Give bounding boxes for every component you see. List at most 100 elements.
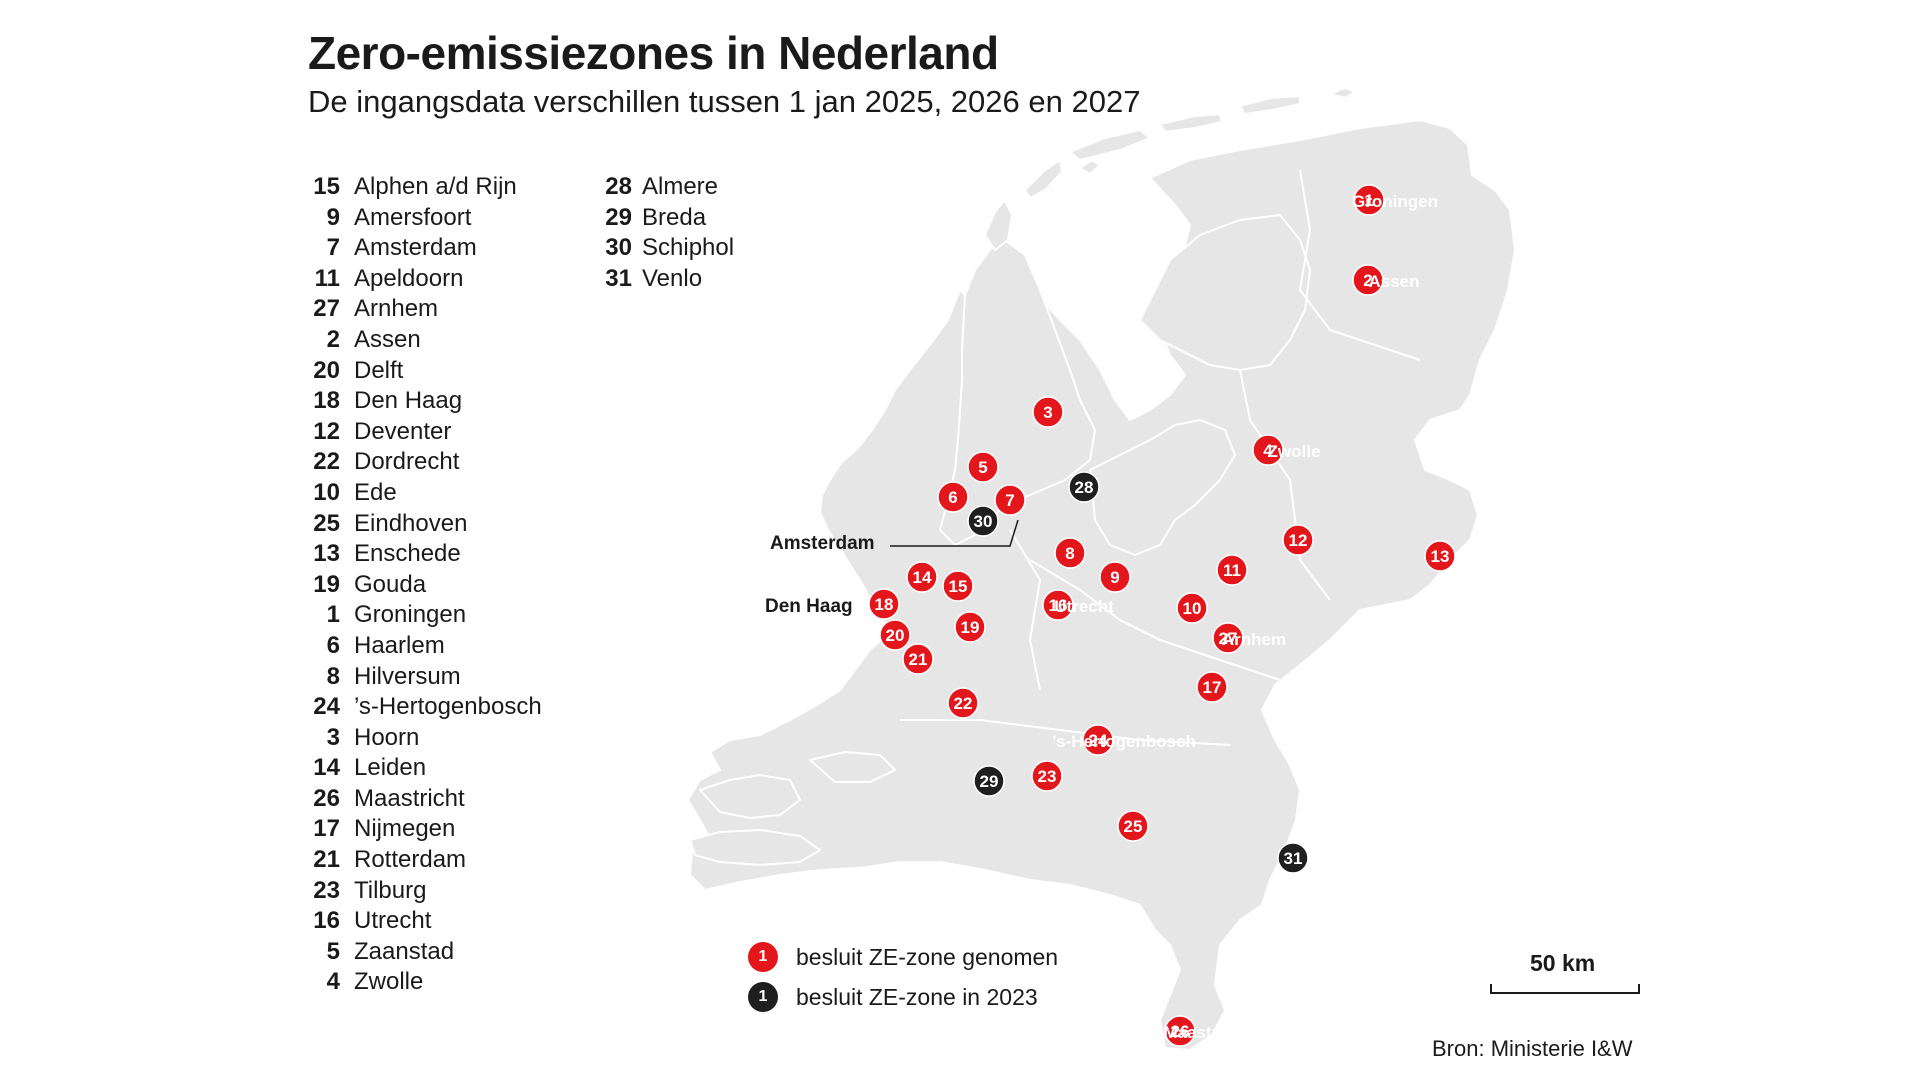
legend-item-number: 5	[326, 937, 340, 965]
zone-marker-circle	[868, 588, 900, 620]
zone-marker-15: 15	[942, 570, 974, 602]
zone-marker-circle	[1032, 396, 1064, 428]
zone-marker-circle	[1042, 589, 1074, 621]
legend-item-city: Den Haag	[354, 387, 463, 415]
legend-item-number: 11	[314, 264, 340, 292]
legend-item: 7 Amsterdam	[300, 233, 542, 264]
legend-item-number: 3	[326, 723, 340, 751]
zone-marker-circle	[1031, 760, 1063, 792]
zone-marker-number: 18	[875, 595, 894, 614]
zone-marker-31: 31	[1277, 842, 1309, 874]
zone-marker-circle	[947, 687, 979, 719]
zone-marker-number: 13	[1431, 547, 1450, 566]
legend-item: 6 Haarlem	[300, 631, 542, 662]
legend-item-number: 14	[313, 754, 340, 782]
zone-marker-number: 7	[1005, 491, 1014, 510]
legend-item-number: 6	[326, 631, 340, 659]
zone-marker-29: 29	[973, 765, 1005, 797]
zone-marker-number: 25	[1124, 817, 1143, 836]
zone-marker-circle	[1054, 537, 1086, 569]
zone-marker-number: 14	[913, 568, 932, 587]
legend-item-number: 22	[313, 448, 340, 476]
legend-item-number: 25	[313, 509, 340, 537]
zeeland-island-1	[699, 774, 801, 819]
zone-marker-circle	[1068, 471, 1100, 503]
zeeland-island-2	[689, 829, 821, 866]
zone-marker-circle	[1164, 1015, 1196, 1047]
zone-marker-circle	[1216, 554, 1248, 586]
legend-item: 25 Eindhoven	[300, 509, 542, 540]
legend-item: 13 Enschede	[300, 539, 542, 570]
zone-marker-city-label: Groningen	[1352, 192, 1438, 211]
legend-item: 23 Tilburg	[300, 876, 542, 907]
legend-item-city: Zwolle	[354, 968, 424, 996]
map-title: Zero-emissiezones in Nederland	[308, 27, 999, 79]
zone-marker-circle	[1282, 524, 1314, 556]
legend-item: 26 Maastricht	[300, 784, 542, 815]
legend-item: 28 Almere	[594, 172, 734, 203]
zone-marker-city-label: Arnhem	[1222, 630, 1286, 649]
key-black-label: besluit ZE-zone in 2023	[796, 983, 1038, 1010]
legend-item-number: 29	[605, 203, 632, 231]
zone-marker-number: 24	[1089, 731, 1108, 750]
legend-item-city: Delft	[354, 356, 404, 384]
legend-item: 8 Hilversum	[300, 662, 542, 693]
zone-marker-number: 5	[978, 458, 987, 477]
legend-item-number: 8	[326, 662, 340, 690]
legend-item-number: 17	[313, 815, 340, 843]
zone-marker-13: 13	[1424, 540, 1456, 572]
wadden-ameland	[1159, 113, 1223, 133]
legend-item-number: 18	[313, 387, 340, 415]
zone-marker-circle	[1196, 671, 1228, 703]
legend-item-city: Hoorn	[354, 723, 420, 751]
label-amsterdam: Amsterdam	[770, 533, 875, 554]
zone-marker-number: 19	[961, 618, 980, 637]
legend-item-city: Tilburg	[354, 876, 427, 904]
wadden-small	[1079, 159, 1101, 175]
key-decision-taken: 1 besluit ZE-zone genomen	[748, 942, 1058, 972]
amsterdam-leader-line	[890, 519, 1019, 547]
zone-marker-number: 15	[949, 577, 968, 596]
legend-item: 3 Hoorn	[300, 723, 542, 754]
zone-marker-number: 8	[1065, 544, 1074, 563]
wadden-schiermonnikoog	[1239, 95, 1301, 115]
zone-marker-number: 26	[1171, 1022, 1190, 1041]
zone-marker-circle	[1099, 561, 1131, 593]
legend-item: 31 Venlo	[594, 264, 734, 295]
legend-item-city: Alphen a/d Rijn	[354, 173, 517, 200]
zone-marker-circle	[1176, 592, 1208, 624]
zone-marker-city-label: Zwolle	[1268, 442, 1321, 461]
legend-item: 12 Deventer	[300, 417, 542, 448]
legend-item-city: Amersfoort	[354, 203, 472, 231]
zone-marker-number: 23	[1038, 767, 1057, 786]
legend-item-city: Schiphol	[642, 234, 735, 262]
zone-marker-number: 30	[974, 512, 993, 531]
legend-item: 2 Assen	[300, 325, 542, 356]
legend-item: 10 Ede	[300, 478, 542, 509]
legend-item-number: 16	[313, 907, 340, 935]
zone-marker-number: 17	[1203, 678, 1222, 697]
zone-marker-number: 20	[886, 626, 905, 645]
zone-marker-circle	[973, 765, 1005, 797]
legend-item-city: Gouda	[354, 570, 427, 598]
legend-item: 20 Delft	[300, 356, 542, 387]
legend-item-number: 28	[605, 173, 632, 200]
legend-item-city: Venlo	[642, 264, 703, 292]
legend-item: 9 Amersfoort	[300, 203, 542, 234]
zone-marker-number: 31	[1284, 849, 1303, 868]
legend-item-city: Arnhem	[354, 295, 439, 323]
legend-item-city: Utrecht	[354, 907, 432, 935]
border-line	[900, 719, 1231, 746]
zone-marker-11: 11	[1216, 554, 1248, 586]
wadden-rottumeroog	[1329, 87, 1356, 99]
zone-marker-9: 9	[1099, 561, 1131, 593]
zone-marker-circle	[1252, 434, 1284, 466]
legend-item-number: 19	[313, 570, 340, 598]
zone-marker-circle	[1353, 184, 1385, 216]
legend-item-number: 15	[313, 173, 340, 200]
zone-marker-circle	[942, 570, 974, 602]
zeeland-island-3	[809, 751, 896, 783]
legend-item-number: 7	[326, 234, 340, 262]
